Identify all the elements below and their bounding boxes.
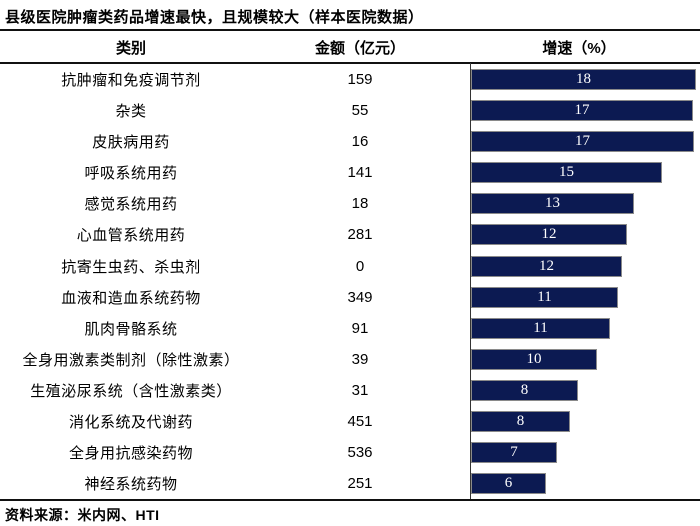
growth-value-label: 15	[559, 164, 574, 181]
amount-value: 159	[347, 71, 373, 89]
table-row: 皮肤病用药 16 17	[0, 126, 700, 157]
amount-value: 141	[347, 164, 373, 182]
table-row: 感觉系统用药 18 13	[0, 188, 700, 219]
growth-bar-cell: 12	[471, 219, 700, 250]
category-label: 感觉系统用药	[84, 196, 178, 214]
column-header-amount: 金额（亿元）	[314, 39, 405, 57]
column-header-category: 类别	[115, 39, 146, 57]
amount-value: 349	[347, 288, 373, 306]
category-label: 杂类	[115, 103, 147, 121]
table-row: 呼吸系统用药 141 15	[0, 157, 700, 188]
category-label: 血液和造血系统药物	[61, 289, 201, 307]
growth-value-label: 12	[539, 257, 554, 274]
growth-value-label: 11	[537, 288, 552, 305]
growth-bar-cell: 18	[471, 64, 700, 95]
growth-bar: 7	[471, 441, 557, 463]
growth-bar-cell: 11	[471, 282, 700, 313]
category-label: 呼吸系统用药	[84, 165, 178, 183]
growth-value-label: 10	[526, 350, 542, 367]
category-label: 神经系统药物	[84, 476, 178, 494]
amount-value: 55	[351, 102, 369, 120]
growth-bar-cell: 11	[471, 313, 700, 344]
table-row: 消化系统及代谢药 451 8	[0, 406, 700, 437]
growth-bar-cell: 17	[471, 95, 700, 126]
amount-value: 16	[351, 133, 369, 151]
growth-value-label: 8	[520, 381, 529, 398]
category-label: 抗寄生虫药、杀虫剂	[61, 258, 201, 276]
growth-bar-cell: 7	[471, 437, 700, 468]
growth-bar: 12	[471, 255, 622, 277]
growth-bar-cell: 15	[471, 157, 700, 188]
growth-value-label: 11	[533, 319, 548, 336]
category-label: 抗肿瘤和免疫调节剂	[61, 72, 201, 90]
amount-value: 39	[351, 350, 369, 368]
growth-value-label: 12	[541, 226, 557, 243]
growth-value-label: 17	[575, 133, 590, 150]
amount-value: 451	[347, 412, 373, 430]
growth-bar-cell: 12	[471, 250, 700, 281]
growth-bar: 18	[471, 69, 696, 91]
growth-bar: 12	[471, 224, 627, 246]
growth-bar: 17	[471, 100, 693, 122]
growth-bar: 6	[471, 473, 546, 495]
table-row: 神经系统药物 251 6	[0, 468, 700, 499]
table-row: 生殖泌尿系统（含性激素类） 31 8	[0, 375, 700, 406]
header-divider	[0, 62, 700, 64]
table-row: 抗寄生虫药、杀虫剂 0 12	[0, 250, 700, 281]
growth-bar: 11	[471, 286, 618, 308]
table-row: 心血管系统用药 281 12	[0, 219, 700, 250]
growth-bar: 13	[471, 193, 634, 215]
title-divider	[0, 29, 700, 31]
table-row: 杂类 55 17	[0, 95, 700, 126]
table-row: 全身用抗感染药物 536 7	[0, 437, 700, 468]
growth-bar: 11	[471, 317, 610, 339]
growth-bar-cell: 17	[471, 126, 700, 157]
growth-value-label: 13	[545, 195, 560, 212]
growth-bar-cell: 13	[471, 188, 700, 219]
growth-bar: 17	[471, 131, 694, 153]
amount-value: 251	[347, 475, 373, 493]
growth-value-label: 6	[504, 475, 513, 492]
category-label: 全身用抗感染药物	[68, 444, 193, 462]
amount-value: 536	[347, 443, 373, 461]
table-bottom-divider	[0, 499, 700, 501]
growth-bar: 15	[471, 162, 662, 184]
amount-value: 31	[351, 381, 369, 399]
growth-bar: 10	[471, 348, 597, 370]
table-header: 类别 金额（亿元） 增速（%）	[0, 33, 700, 61]
growth-bar-cell: 6	[471, 468, 700, 499]
growth-value-label: 18	[576, 71, 591, 88]
table-body: 抗肿瘤和免疫调节剂 159 18 杂类 55 17 皮肤病用药 16 17 呼吸…	[0, 64, 700, 499]
growth-bar-cell: 8	[471, 406, 700, 437]
category-label: 肌肉骨骼系统	[84, 320, 178, 338]
table-row: 血液和造血系统药物 349 11	[0, 282, 700, 313]
growth-axis-line	[470, 63, 471, 499]
column-header-growth: 增速（%）	[542, 39, 616, 57]
source-note: 资料来源：米内网、HTI	[5, 507, 160, 523]
growth-bar: 8	[471, 379, 578, 401]
growth-value-label: 7	[510, 443, 518, 460]
page-title: 县级医院肿瘤类药品增速最快，且规模较大（样本医院数据）	[5, 9, 424, 26]
category-label: 全身用激素类制剂（除性激素）	[22, 351, 240, 369]
growth-value-label: 17	[574, 102, 590, 119]
category-label: 心血管系统用药	[76, 227, 186, 245]
category-label: 皮肤病用药	[92, 134, 170, 152]
table-row: 肌肉骨骼系统 91 11	[0, 313, 700, 344]
amount-value: 281	[347, 226, 373, 244]
growth-bar-cell: 10	[471, 344, 700, 375]
growth-value-label: 8	[516, 412, 525, 429]
amount-value: 18	[351, 195, 369, 213]
growth-bar: 8	[471, 410, 570, 432]
amount-value: 0	[355, 257, 365, 275]
category-label: 生殖泌尿系统（含性激素类）	[30, 382, 232, 400]
amount-value: 91	[351, 319, 369, 337]
table-row: 抗肿瘤和免疫调节剂 159 18	[0, 64, 700, 95]
category-label: 消化系统及代谢药	[68, 413, 193, 431]
table-row: 全身用激素类制剂（除性激素） 39 10	[0, 344, 700, 375]
growth-bar-cell: 8	[471, 375, 700, 406]
